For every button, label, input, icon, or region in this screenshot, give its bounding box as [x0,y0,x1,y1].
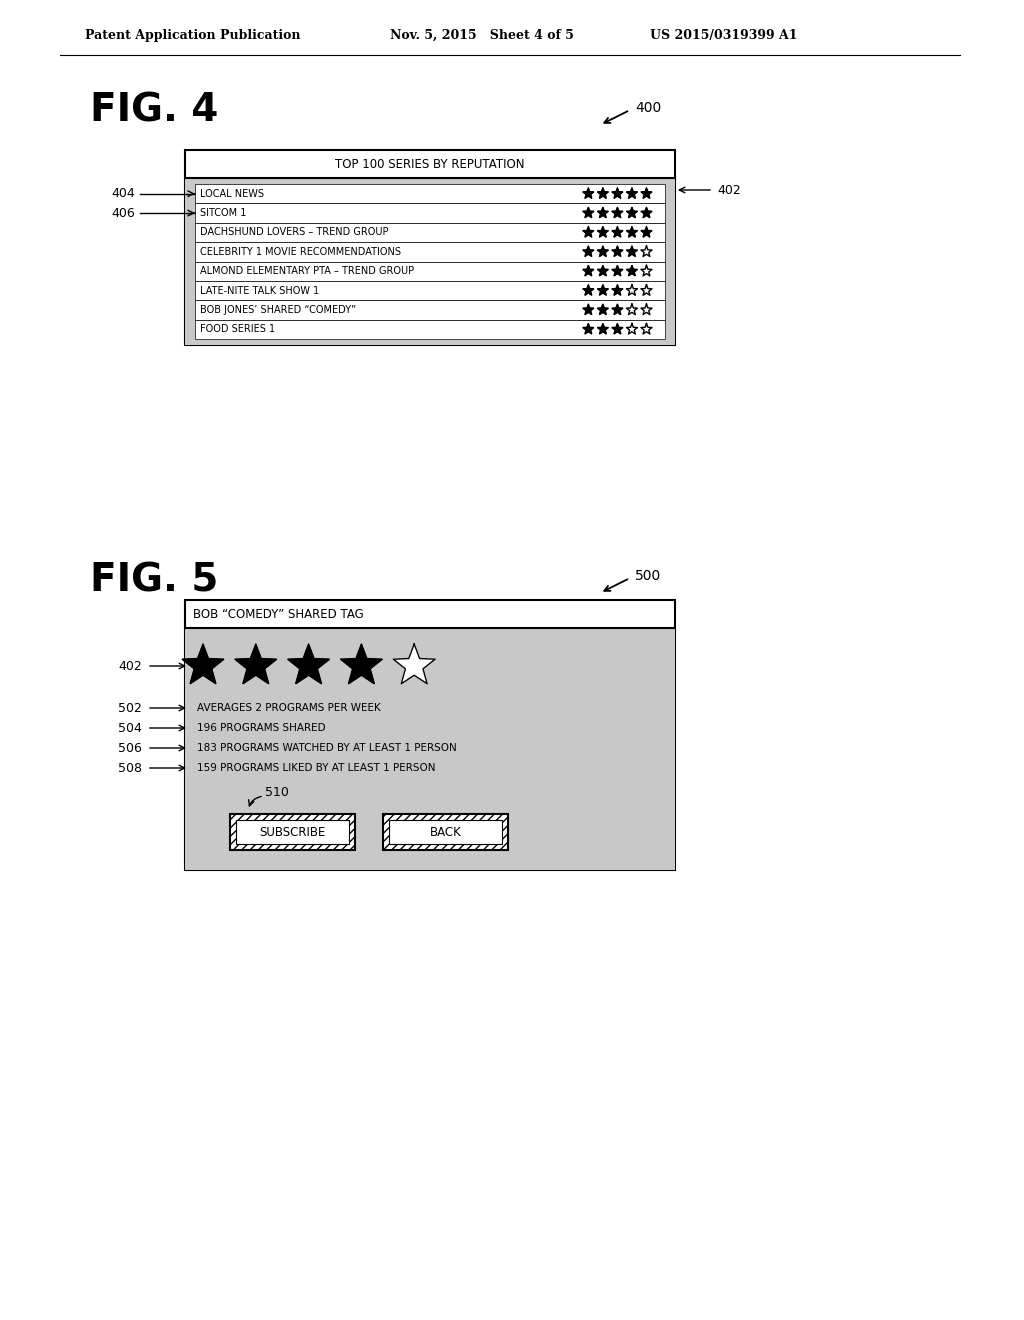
Polygon shape [627,323,638,334]
Polygon shape [641,207,652,218]
Polygon shape [583,323,594,334]
Text: 402: 402 [717,183,740,197]
Bar [195,281,665,300]
Polygon shape [583,207,594,218]
Polygon shape [627,246,638,256]
Text: BOB “COMEDY” SHARED TAG: BOB “COMEDY” SHARED TAG [193,607,364,620]
Polygon shape [641,187,652,198]
Text: 183 PROGRAMS WATCHED BY AT LEAST 1 PERSON: 183 PROGRAMS WATCHED BY AT LEAST 1 PERSO… [197,743,457,752]
Bar [195,183,665,203]
Polygon shape [627,265,638,276]
Polygon shape [597,323,608,334]
Polygon shape [182,644,224,684]
Polygon shape [641,246,652,256]
Text: TOP 100 SERIES BY REPUTATION: TOP 100 SERIES BY REPUTATION [335,157,524,170]
Polygon shape [612,285,623,296]
Polygon shape [641,304,652,314]
Text: LOCAL NEWS: LOCAL NEWS [200,189,264,199]
Polygon shape [612,265,623,276]
Text: 504: 504 [118,722,142,734]
Bar [236,820,349,843]
Text: 196 PROGRAMS SHARED: 196 PROGRAMS SHARED [197,723,326,733]
Text: CELEBRITY 1 MOVIE RECOMMENDATIONS: CELEBRITY 1 MOVIE RECOMMENDATIONS [200,247,401,257]
Polygon shape [234,644,276,684]
Polygon shape [583,265,594,276]
Text: 402: 402 [118,660,142,672]
Polygon shape [393,644,435,684]
Text: Patent Application Publication: Patent Application Publication [85,29,300,41]
Bar [195,242,665,261]
Polygon shape [627,187,638,198]
Text: 406: 406 [112,206,135,219]
Bar [185,628,675,870]
Text: 510: 510 [265,785,289,799]
Polygon shape [583,304,594,314]
Polygon shape [612,227,623,238]
Text: 502: 502 [118,701,142,714]
Text: SITCOM 1: SITCOM 1 [200,209,247,218]
Text: US 2015/0319399 A1: US 2015/0319399 A1 [650,29,798,41]
Bar [185,178,675,345]
Polygon shape [627,304,638,314]
Bar [230,814,355,850]
Polygon shape [612,207,623,218]
Polygon shape [612,246,623,256]
Bar [195,203,665,223]
Polygon shape [641,285,652,296]
Bar [383,814,508,850]
Polygon shape [627,285,638,296]
Text: 404: 404 [112,187,135,201]
Text: DACHSHUND LOVERS – TREND GROUP: DACHSHUND LOVERS – TREND GROUP [200,227,388,238]
Polygon shape [597,265,608,276]
Bar [389,820,502,843]
Text: FIG. 4: FIG. 4 [90,91,218,129]
Text: 508: 508 [118,762,142,775]
Polygon shape [641,265,652,276]
Polygon shape [612,304,623,314]
Text: BACK: BACK [430,825,462,838]
Text: BOB JONES’ SHARED “COMEDY”: BOB JONES’ SHARED “COMEDY” [200,305,356,315]
Polygon shape [597,207,608,218]
Polygon shape [641,323,652,334]
Text: Nov. 5, 2015   Sheet 4 of 5: Nov. 5, 2015 Sheet 4 of 5 [390,29,573,41]
Text: AVERAGES 2 PROGRAMS PER WEEK: AVERAGES 2 PROGRAMS PER WEEK [197,704,381,713]
Polygon shape [340,644,382,684]
Polygon shape [597,285,608,296]
Polygon shape [583,246,594,256]
Text: FOOD SERIES 1: FOOD SERIES 1 [200,325,275,334]
Text: 400: 400 [635,102,662,115]
Bar [195,261,665,281]
Polygon shape [627,207,638,218]
Polygon shape [597,187,608,198]
Polygon shape [288,644,330,684]
Polygon shape [641,227,652,238]
Bar [185,150,675,345]
Polygon shape [583,227,594,238]
Bar [185,601,675,870]
Polygon shape [597,227,608,238]
Polygon shape [612,187,623,198]
Polygon shape [597,246,608,256]
Bar [195,319,665,339]
Polygon shape [597,304,608,314]
Polygon shape [583,285,594,296]
Text: LATE-NITE TALK SHOW 1: LATE-NITE TALK SHOW 1 [200,285,319,296]
Text: FIG. 5: FIG. 5 [90,561,218,599]
Text: SUBSCRIBE: SUBSCRIBE [259,825,326,838]
Bar [195,223,665,242]
Polygon shape [612,323,623,334]
Text: 506: 506 [118,742,142,755]
Text: 159 PROGRAMS LIKED BY AT LEAST 1 PERSON: 159 PROGRAMS LIKED BY AT LEAST 1 PERSON [197,763,435,774]
Bar [195,300,665,319]
Text: 500: 500 [635,569,662,583]
Polygon shape [583,187,594,198]
Text: ALMOND ELEMENTARY PTA – TREND GROUP: ALMOND ELEMENTARY PTA – TREND GROUP [200,267,414,276]
Polygon shape [627,227,638,238]
